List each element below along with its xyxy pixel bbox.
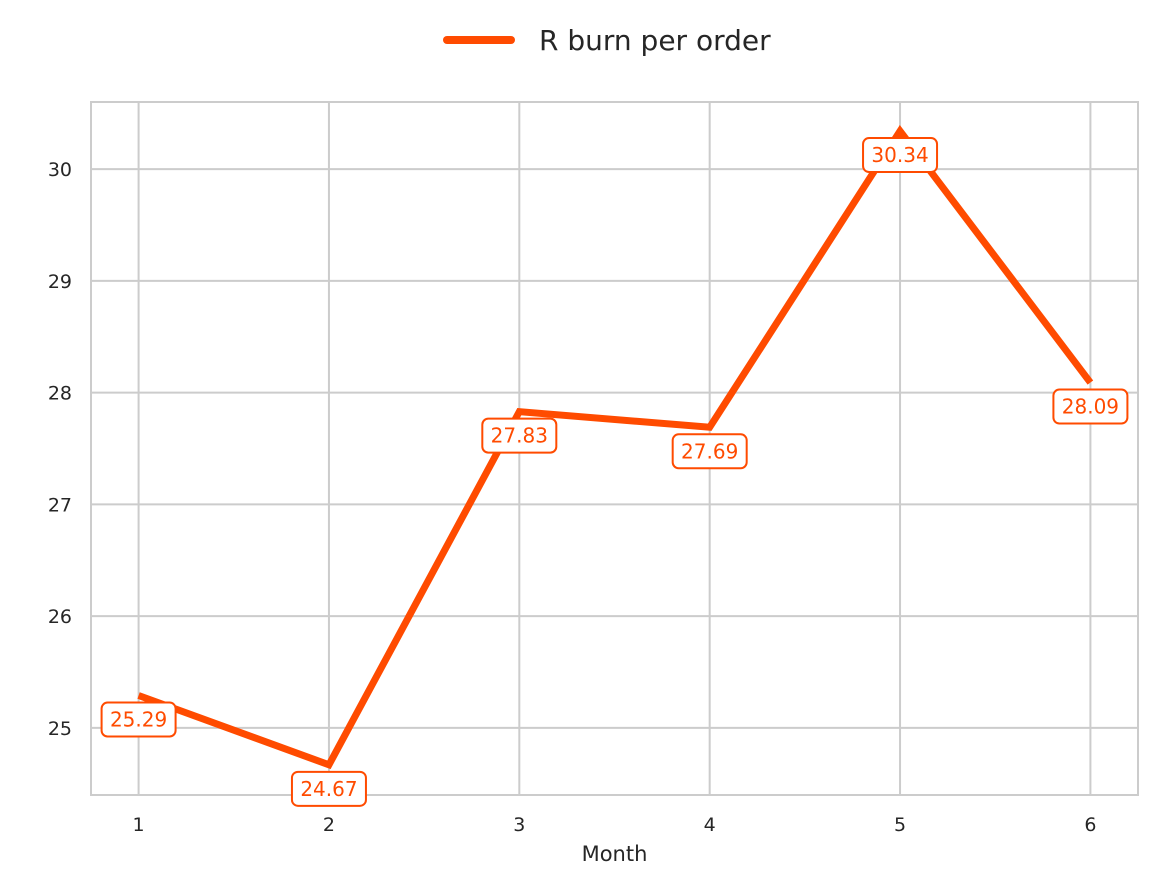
data-label-text: 28.09: [1062, 395, 1119, 419]
data-label-text: 30.34: [871, 143, 928, 167]
data-label: 28.09: [1052, 388, 1129, 425]
y-tick-label: 30: [48, 159, 72, 181]
x-tick-label: 1: [133, 814, 145, 836]
series-layer: [137, 124, 1094, 770]
y-tick-label: 27: [48, 494, 72, 516]
data-label-box: [671, 433, 748, 470]
y-tick-label: 29: [48, 271, 72, 293]
data-label: 30.34: [862, 137, 939, 174]
x-tick-label: 2: [323, 814, 335, 836]
x-axis-label: Month: [582, 842, 648, 866]
data-label-box: [100, 701, 177, 738]
data-label-box: [1052, 388, 1129, 425]
data-labels: 25.29 24.67 27.83 27.69 30.34 28.09: [100, 137, 1129, 807]
data-label-text: 27.83: [491, 424, 548, 448]
x-tick-label: 6: [1084, 814, 1096, 836]
y-tick-label: 28: [48, 383, 72, 405]
series-line: [137, 124, 1094, 770]
data-label: 24.67: [290, 770, 367, 807]
data-label-box: [862, 137, 939, 174]
x-tick-label: 5: [894, 814, 906, 836]
axis-ticks: 1 2 3 4 5 6 25 26 27 28 29 30: [48, 159, 1097, 836]
legend-label: R burn per order: [539, 24, 771, 57]
y-tick-label: 25: [48, 718, 72, 740]
x-tick-label: 3: [513, 814, 525, 836]
data-label-text: 27.69: [681, 439, 738, 463]
data-label: 25.29: [100, 701, 177, 738]
data-label-text: 25.29: [110, 708, 167, 732]
legend: R burn per order: [443, 24, 771, 57]
x-tick-label: 4: [704, 814, 716, 836]
data-label-box: [290, 770, 367, 807]
data-label-box: [481, 417, 558, 454]
data-label: 27.83: [481, 417, 558, 454]
grid-lines: [91, 102, 1138, 795]
data-label-text: 24.67: [300, 777, 357, 801]
data-label: 27.69: [671, 433, 748, 470]
plot-area-frame: [90, 101, 1139, 796]
y-tick-label: 26: [48, 606, 72, 628]
